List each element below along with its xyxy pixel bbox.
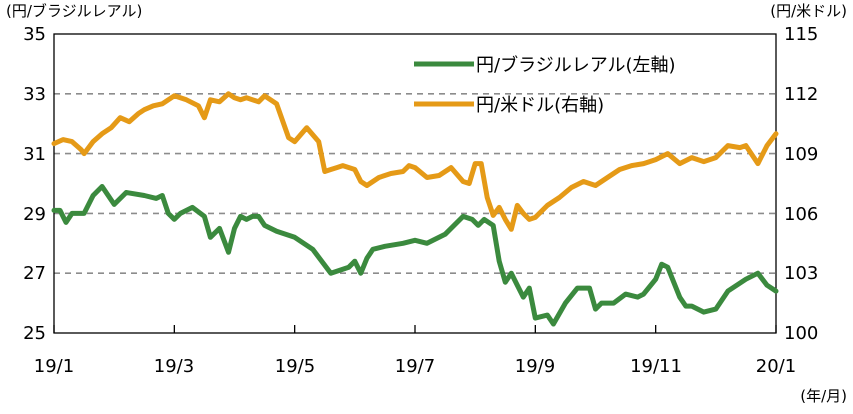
right-tick-label: 109 <box>784 144 818 165</box>
left-axis-ticks: 35 33 31 29 27 25 <box>23 24 46 344</box>
right-axis-ticks: 115 112 109 106 103 100 <box>784 24 818 344</box>
series-line-usd-jpy <box>51 91 779 232</box>
gridlines <box>54 93 776 275</box>
left-tick-label: 27 <box>23 263 46 284</box>
left-tick-label: 33 <box>23 84 46 105</box>
x-tick-label: 20/1 <box>756 356 796 377</box>
right-axis-unit-label: (円/米ドル) <box>770 2 847 20</box>
left-tick-label: 35 <box>23 24 46 45</box>
x-tick-label: 19/1 <box>34 356 74 377</box>
right-tick-label: 103 <box>784 263 818 284</box>
series-line-brl-jpy <box>51 184 779 327</box>
x-axis-unit-label: (年/月) <box>800 387 847 405</box>
series-layer <box>51 91 779 327</box>
right-tick-label: 106 <box>784 204 818 225</box>
right-tick-label: 112 <box>784 84 818 105</box>
x-tick-label: 19/7 <box>395 356 435 377</box>
left-tick-label: 25 <box>23 323 46 344</box>
legend-label-brl: 円/ブラジルレアル(左軸) <box>476 54 676 76</box>
right-tick-label: 100 <box>784 323 818 344</box>
right-tick-label: 115 <box>784 24 818 45</box>
left-tick-label: 29 <box>23 204 46 225</box>
left-axis-unit-label: (円/ブラジルレアル) <box>6 2 142 20</box>
legend-label-usd: 円/米ドル(右軸) <box>476 95 604 116</box>
plot-area-frame <box>53 33 777 334</box>
left-tick-label: 31 <box>23 144 46 165</box>
x-tick-label: 19/11 <box>630 356 682 377</box>
x-tick-marks <box>53 325 777 333</box>
x-axis-ticks: 19/1 19/3 19/5 19/7 19/9 19/11 20/1 <box>34 356 796 377</box>
x-tick-label: 19/3 <box>154 356 194 377</box>
x-tick-label: 19/9 <box>515 356 555 377</box>
legend: 円/ブラジルレアル(左軸) 円/米ドル(右軸) <box>414 54 676 116</box>
x-tick-label: 19/5 <box>275 356 315 377</box>
